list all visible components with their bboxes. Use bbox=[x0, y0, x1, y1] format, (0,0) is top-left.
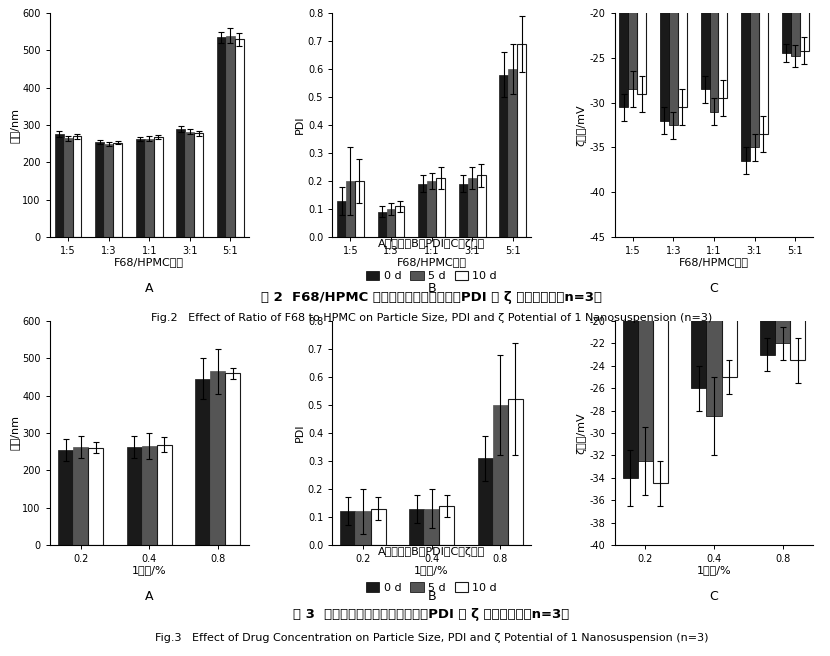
Bar bbox=[346, 181, 355, 237]
Bar bbox=[340, 511, 355, 545]
Bar bbox=[517, 44, 526, 237]
Bar bbox=[500, 75, 508, 237]
Bar bbox=[622, 97, 638, 478]
Bar bbox=[395, 206, 404, 237]
X-axis label: F68/HPMC比例: F68/HPMC比例 bbox=[397, 257, 466, 268]
Bar bbox=[387, 209, 395, 237]
Text: A: A bbox=[145, 590, 154, 603]
Bar bbox=[195, 379, 210, 545]
Bar bbox=[750, 0, 759, 148]
Bar bbox=[58, 450, 73, 545]
Bar bbox=[760, 97, 775, 355]
Text: A：粒径，B：PDI，C：ζ电位: A：粒径，B：PDI，C：ζ电位 bbox=[378, 547, 486, 557]
Text: B: B bbox=[427, 282, 436, 295]
Bar bbox=[427, 181, 436, 237]
Bar bbox=[88, 448, 103, 545]
Bar bbox=[217, 37, 226, 237]
Bar bbox=[493, 405, 508, 545]
Legend: 0 d, 5 d, 10 d: 0 d, 5 d, 10 d bbox=[362, 578, 501, 597]
Bar bbox=[177, 129, 185, 237]
Bar bbox=[154, 137, 163, 237]
Bar bbox=[95, 142, 105, 237]
Text: Fig.3   Effect of Drug Concentration on Particle Size, PDI and ζ Potential of 1 : Fig.3 Effect of Drug Concentration on Pa… bbox=[155, 633, 708, 643]
Text: C: C bbox=[710, 282, 718, 295]
X-axis label: 1浓度/%: 1浓度/% bbox=[696, 565, 731, 575]
Text: A：粒径，B：PDI，C：ζ电位: A：粒径，B：PDI，C：ζ电位 bbox=[378, 239, 486, 249]
Bar bbox=[439, 506, 454, 545]
Bar bbox=[741, 0, 750, 161]
Bar bbox=[637, 0, 647, 94]
Bar bbox=[355, 181, 364, 237]
Bar bbox=[660, 0, 669, 121]
Bar bbox=[721, 97, 736, 377]
Bar bbox=[185, 132, 194, 237]
Bar bbox=[142, 446, 157, 545]
Bar bbox=[759, 0, 768, 134]
Bar bbox=[678, 0, 686, 107]
Bar bbox=[337, 201, 346, 237]
Bar bbox=[691, 97, 706, 388]
Y-axis label: PDI: PDI bbox=[295, 116, 305, 134]
Y-axis label: ζ电位/mV: ζ电位/mV bbox=[577, 412, 587, 454]
Bar bbox=[194, 133, 203, 237]
Y-axis label: 粒径/nm: 粒径/nm bbox=[9, 415, 19, 451]
X-axis label: 1浓度/%: 1浓度/% bbox=[132, 565, 167, 575]
Bar bbox=[409, 508, 424, 545]
Text: 图 3  药物浓度对纳米混悉剂粒径、PDI 及 ζ 电位的影响（n=3）: 图 3 药物浓度对纳米混悉剂粒径、PDI 及 ζ 电位的影响（n=3） bbox=[294, 607, 569, 621]
Text: 图 2  F68/HPMC 比例对纳米混悉剂粒径、PDI 及 ζ 电位的影响（n=3）: 图 2 F68/HPMC 比例对纳米混悉剂粒径、PDI 及 ζ 电位的影响（n=… bbox=[261, 291, 602, 304]
Text: A: A bbox=[145, 282, 154, 295]
Bar bbox=[669, 0, 678, 125]
Text: C: C bbox=[710, 590, 718, 603]
Bar bbox=[136, 139, 144, 237]
Bar bbox=[638, 97, 653, 461]
Bar bbox=[619, 0, 628, 107]
Bar bbox=[64, 138, 72, 237]
Bar bbox=[653, 97, 668, 483]
Bar bbox=[424, 508, 439, 545]
Y-axis label: 粒径/nm: 粒径/nm bbox=[9, 108, 19, 142]
Bar bbox=[701, 0, 710, 89]
Y-axis label: ζ电位/mV: ζ电位/mV bbox=[577, 104, 587, 146]
Bar bbox=[105, 144, 113, 237]
Legend: 0 d, 5 d, 10 d: 0 d, 5 d, 10 d bbox=[362, 266, 501, 285]
Bar bbox=[508, 400, 523, 545]
Bar bbox=[508, 69, 517, 237]
Bar bbox=[468, 178, 476, 237]
X-axis label: F68/HPMC比例: F68/HPMC比例 bbox=[115, 257, 184, 268]
Bar bbox=[710, 0, 719, 112]
Bar bbox=[210, 371, 225, 545]
Bar bbox=[477, 458, 493, 545]
Bar bbox=[55, 134, 64, 237]
Bar bbox=[73, 447, 88, 545]
Bar bbox=[706, 97, 721, 416]
Bar bbox=[72, 136, 81, 237]
Bar bbox=[459, 184, 468, 237]
Text: Fig.2   Effect of Ratio of F68 to HPMC on Particle Size, PDI and ζ Potential of : Fig.2 Effect of Ratio of F68 to HPMC on … bbox=[151, 313, 712, 323]
Bar bbox=[476, 175, 486, 237]
Bar bbox=[790, 97, 805, 360]
Bar bbox=[719, 0, 727, 98]
Bar bbox=[775, 97, 790, 343]
Bar bbox=[782, 0, 791, 53]
Bar bbox=[791, 0, 799, 56]
Bar bbox=[157, 445, 172, 545]
X-axis label: 1浓度/%: 1浓度/% bbox=[414, 565, 449, 575]
Bar bbox=[378, 212, 387, 237]
Bar bbox=[799, 0, 808, 51]
Y-axis label: PDI: PDI bbox=[295, 424, 305, 442]
Bar bbox=[628, 0, 637, 89]
Bar bbox=[355, 511, 370, 545]
Bar bbox=[418, 184, 427, 237]
X-axis label: F68/HPMC比例: F68/HPMC比例 bbox=[679, 257, 749, 268]
Bar bbox=[144, 139, 154, 237]
Text: B: B bbox=[427, 590, 436, 603]
Bar bbox=[226, 35, 235, 237]
Bar bbox=[113, 143, 122, 237]
Bar bbox=[436, 178, 445, 237]
Bar bbox=[370, 508, 386, 545]
Bar bbox=[225, 373, 241, 545]
Bar bbox=[235, 39, 244, 237]
Bar bbox=[127, 447, 142, 545]
